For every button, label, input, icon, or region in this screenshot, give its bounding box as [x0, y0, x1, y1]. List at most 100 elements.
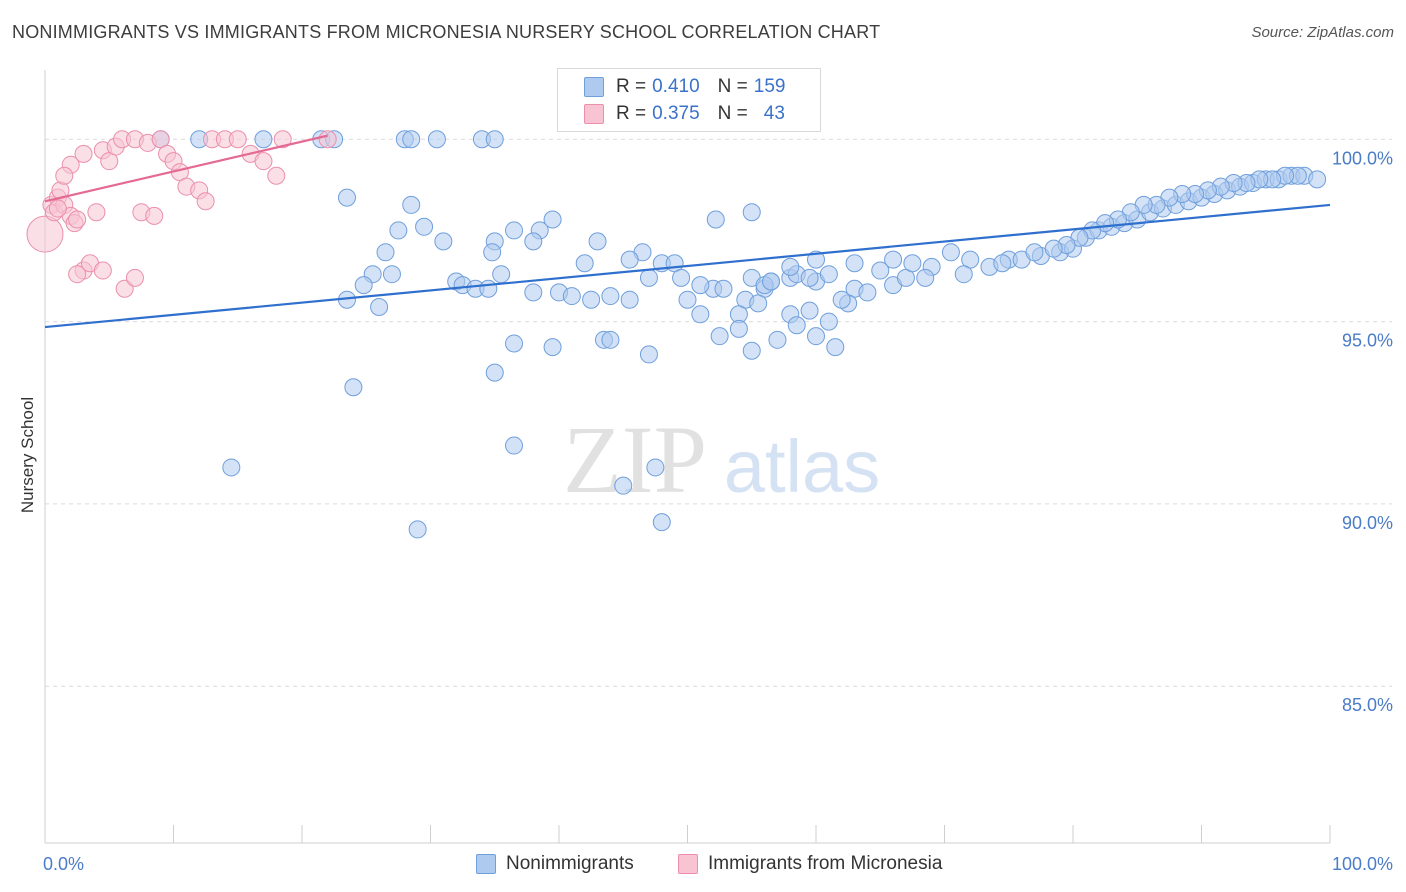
legend-swatch-pink: [678, 854, 698, 874]
nonimmigrant-point: [858, 283, 877, 302]
nonimmigrant-point: [639, 345, 658, 364]
nonimmigrant-point: [254, 130, 273, 149]
nonimmigrant-point: [402, 130, 421, 149]
y-tick-label: 100.0%: [1332, 148, 1393, 168]
legend-n-label: N =: [717, 76, 748, 97]
axes: [44, 70, 1331, 844]
nonimmigrant-point: [427, 130, 446, 149]
nonimmigrant-point: [483, 243, 502, 262]
micronesia-point: [48, 199, 67, 218]
nonimmigrant-point: [505, 334, 524, 353]
nonimmigrant-point: [601, 330, 620, 349]
nonimmigrant-point: [807, 327, 825, 346]
nonimmigrant-point: [575, 254, 594, 273]
micronesia-point: [55, 166, 74, 185]
nonimmigrant-point: [706, 210, 725, 229]
nonimmigrant-point: [652, 513, 671, 532]
nonimmigrant-point: [562, 287, 581, 306]
nonimmigrant-point: [807, 250, 825, 269]
legend-item-micronesia: Immigrants from Micronesia: [678, 852, 942, 876]
legend-swatch-pink: [584, 104, 604, 124]
nonimmigrant-point: [485, 363, 504, 382]
legend-label: Nonimmigrants: [506, 853, 634, 874]
nonimmigrant-point: [729, 319, 748, 338]
nonimmigrant-point: [749, 294, 768, 313]
nonimmigrant-point: [370, 298, 389, 317]
nonimmigrant-point: [768, 330, 787, 349]
micronesia-point: [318, 130, 337, 149]
nonimmigrant-trend-line: [44, 203, 1331, 329]
nonimmigrant-point: [903, 254, 922, 273]
nonimmigrant-point: [742, 203, 761, 222]
y-tick-label: 85.0%: [1342, 695, 1393, 715]
x-tick-label-left: 0.0%: [43, 854, 84, 874]
nonimmigrant-point: [344, 378, 363, 397]
micronesia-point: [228, 130, 247, 149]
micronesia-trend-line: [44, 134, 328, 203]
micronesia-point: [254, 152, 273, 171]
nonimmigrant-point: [787, 316, 806, 335]
micronesia-point: [125, 268, 144, 287]
nonimmigrant-point: [505, 221, 524, 240]
legend-row-nonimmigrants: R = 0.410 N = 159: [584, 74, 785, 100]
nonimmigrant-point: [819, 312, 838, 331]
nonimmigrant-point: [781, 257, 800, 276]
legend-n-value: 159: [753, 76, 786, 97]
nonimmigrant-point: [620, 250, 639, 269]
nonimmigrant-point: [389, 221, 408, 240]
micronesia-point: [74, 144, 93, 163]
nonimmigrant-point: [1025, 243, 1044, 262]
legend-item-nonimmigrants: Nonimmigrants: [476, 852, 634, 876]
nonimmigrant-point: [646, 458, 665, 477]
nonimmigrant-point: [954, 265, 973, 284]
micronesia-point: [87, 203, 106, 222]
nonimmigrant-point: [376, 243, 395, 262]
micronesia-point: [273, 130, 292, 149]
nonimmigrant-point: [678, 290, 697, 309]
nonimmigrant-point: [845, 254, 864, 273]
watermark-atlas: atlas: [724, 425, 880, 508]
nonimmigrant-point: [691, 305, 710, 324]
nonimmigrant-point: [710, 327, 729, 346]
nonimmigrant-point: [762, 272, 781, 291]
nonimmigrant-point: [884, 250, 903, 269]
nonimmigrant-point: [402, 195, 421, 214]
nonimmigrant-point: [434, 232, 453, 251]
nonimmigrant-point: [415, 217, 434, 236]
micronesia-point: [26, 215, 64, 253]
nonimmigrant-point: [800, 301, 819, 320]
nonimmigrant-point: [871, 261, 890, 280]
trend-layer: [44, 134, 1331, 329]
legend-n-label: N =: [717, 103, 748, 124]
micronesia-point: [145, 206, 164, 225]
legend-r-value: 0.410: [652, 76, 700, 97]
y-tick-label: 95.0%: [1342, 331, 1393, 351]
chart-title: NONIMMIGRANTS VS IMMIGRANTS FROM MICRONE…: [12, 22, 881, 42]
nonimmigrant-point: [800, 268, 819, 287]
nonimmigrant-point: [479, 279, 498, 298]
nonimmigrant-point: [582, 290, 601, 309]
micronesia-point: [68, 265, 87, 284]
stats-legend: R = 0.410 N = 159 R = 0.375 N = 43: [557, 68, 821, 132]
nonimmigrant-point: [524, 232, 543, 251]
nonimmigrant-point: [588, 232, 607, 251]
nonimmigrant-point: [826, 338, 845, 357]
y-tick-label: 90.0%: [1342, 513, 1393, 533]
nonimmigrant-point: [1308, 170, 1327, 189]
nonimmigrant-point: [354, 276, 373, 295]
watermark-zip: ZIP: [563, 406, 707, 513]
nonimmigrant-point: [614, 476, 633, 495]
nonimmigrant-point: [408, 520, 427, 539]
tick-labels: 100.0% 95.0% 90.0% 85.0% 0.0% 100.0%: [43, 148, 1393, 874]
chart-source: Source: ZipAtlas.com: [1251, 24, 1394, 41]
legend-n-value: 43: [763, 103, 785, 124]
x-tick-label-right: 100.0%: [1332, 854, 1393, 874]
nonimmigrant-point: [691, 276, 710, 295]
nonimmigrant-point: [492, 265, 511, 284]
nonimmigrant-point: [742, 341, 761, 360]
nonimmigrant-point: [672, 268, 691, 287]
nonimmigrant-point: [941, 243, 960, 262]
micronesia-point: [93, 261, 112, 280]
nonimmigrant-point: [620, 290, 639, 309]
